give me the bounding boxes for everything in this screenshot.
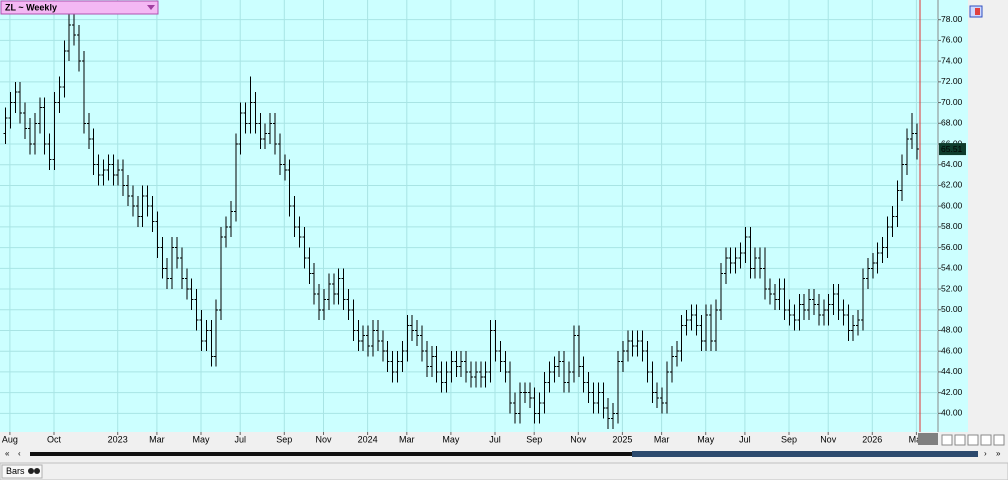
tool-button[interactable] — [993, 434, 1005, 446]
bars-label: Bars — [6, 466, 25, 476]
x-tick-label: Mar — [909, 434, 925, 444]
scroll-thumb[interactable] — [632, 451, 978, 457]
chart-title: ZL ~ Weekly — [5, 2, 57, 12]
x-tick-label: Sep — [276, 434, 292, 444]
y-tick-label: 46.00 — [941, 345, 963, 355]
status-bar — [0, 462, 1008, 480]
x-tick-label: May — [192, 434, 210, 444]
y-tick-label: 78.00 — [941, 14, 963, 24]
last-price-label: 65.51 — [941, 144, 963, 154]
x-tick-label: Nov — [315, 434, 332, 444]
y-tick-label: 50.00 — [941, 304, 963, 314]
title-box[interactable] — [0, 0, 159, 15]
x-tick-label: Aug — [2, 434, 18, 444]
tool-button[interactable] — [980, 434, 992, 446]
tool-button[interactable] — [954, 434, 966, 446]
x-tick-label: Mar — [399, 434, 415, 444]
last-price-box — [939, 143, 966, 156]
y-tick-label: 56.00 — [941, 242, 963, 252]
y-tick-label: 60.00 — [941, 200, 963, 210]
x-tick-label: 2026 — [862, 434, 882, 444]
y-tick-label: 72.00 — [941, 76, 963, 86]
x-tick-label: Mar — [654, 434, 670, 444]
x-tick-label: 2024 — [358, 434, 378, 444]
x-tick-label: Mar — [149, 434, 165, 444]
settings-icon-mark — [975, 8, 980, 15]
y-tick-label: 70.00 — [941, 97, 963, 107]
tool-button[interactable] — [941, 434, 953, 446]
x-tick-label: Sep — [526, 434, 542, 444]
x-tick-label: 2025 — [612, 434, 632, 444]
y-tick-label: 40.00 — [941, 408, 963, 418]
y-tick-label: 54.00 — [941, 263, 963, 273]
x-tick-label: Oct — [47, 434, 62, 444]
toolbar-buttons — [941, 434, 1005, 446]
price-axis — [938, 0, 968, 432]
tab-icon — [34, 468, 40, 474]
y-tick-label: 48.00 — [941, 325, 963, 335]
scroll-left[interactable]: « — [5, 449, 10, 458]
y-tick-label: 62.00 — [941, 180, 963, 190]
scroll-step-right[interactable]: › — [984, 449, 987, 458]
scroll-track — [30, 452, 978, 456]
y-tick-label: 44.00 — [941, 366, 963, 376]
dropdown-arrow[interactable] — [147, 5, 155, 10]
y-tick-label: 58.00 — [941, 221, 963, 231]
scroll-step-left[interactable]: ‹ — [18, 449, 21, 458]
axis-corner — [918, 433, 938, 445]
y-tick-label: 64.00 — [941, 159, 963, 169]
y-tick-label: 68.00 — [941, 118, 963, 128]
x-tick-label: Sep — [781, 434, 797, 444]
x-tick-label: Jul — [234, 434, 246, 444]
x-tick-label: 2023 — [108, 434, 128, 444]
x-tick-label: Jul — [489, 434, 501, 444]
x-tick-label: May — [697, 434, 715, 444]
y-tick-label: 42.00 — [941, 387, 963, 397]
x-tick-label: May — [442, 434, 460, 444]
y-tick-label: 52.00 — [941, 283, 963, 293]
scroll-right[interactable]: » — [996, 449, 1001, 458]
y-tick-label: 76.00 — [941, 35, 963, 45]
y-tick-label: 74.00 — [941, 55, 963, 65]
x-tick-label: Jul — [739, 434, 751, 444]
tool-button[interactable] — [967, 434, 979, 446]
tab-icon — [28, 468, 34, 474]
plot-area — [0, 0, 938, 432]
x-tick-label: Nov — [570, 434, 587, 444]
x-tick-label: Nov — [820, 434, 837, 444]
